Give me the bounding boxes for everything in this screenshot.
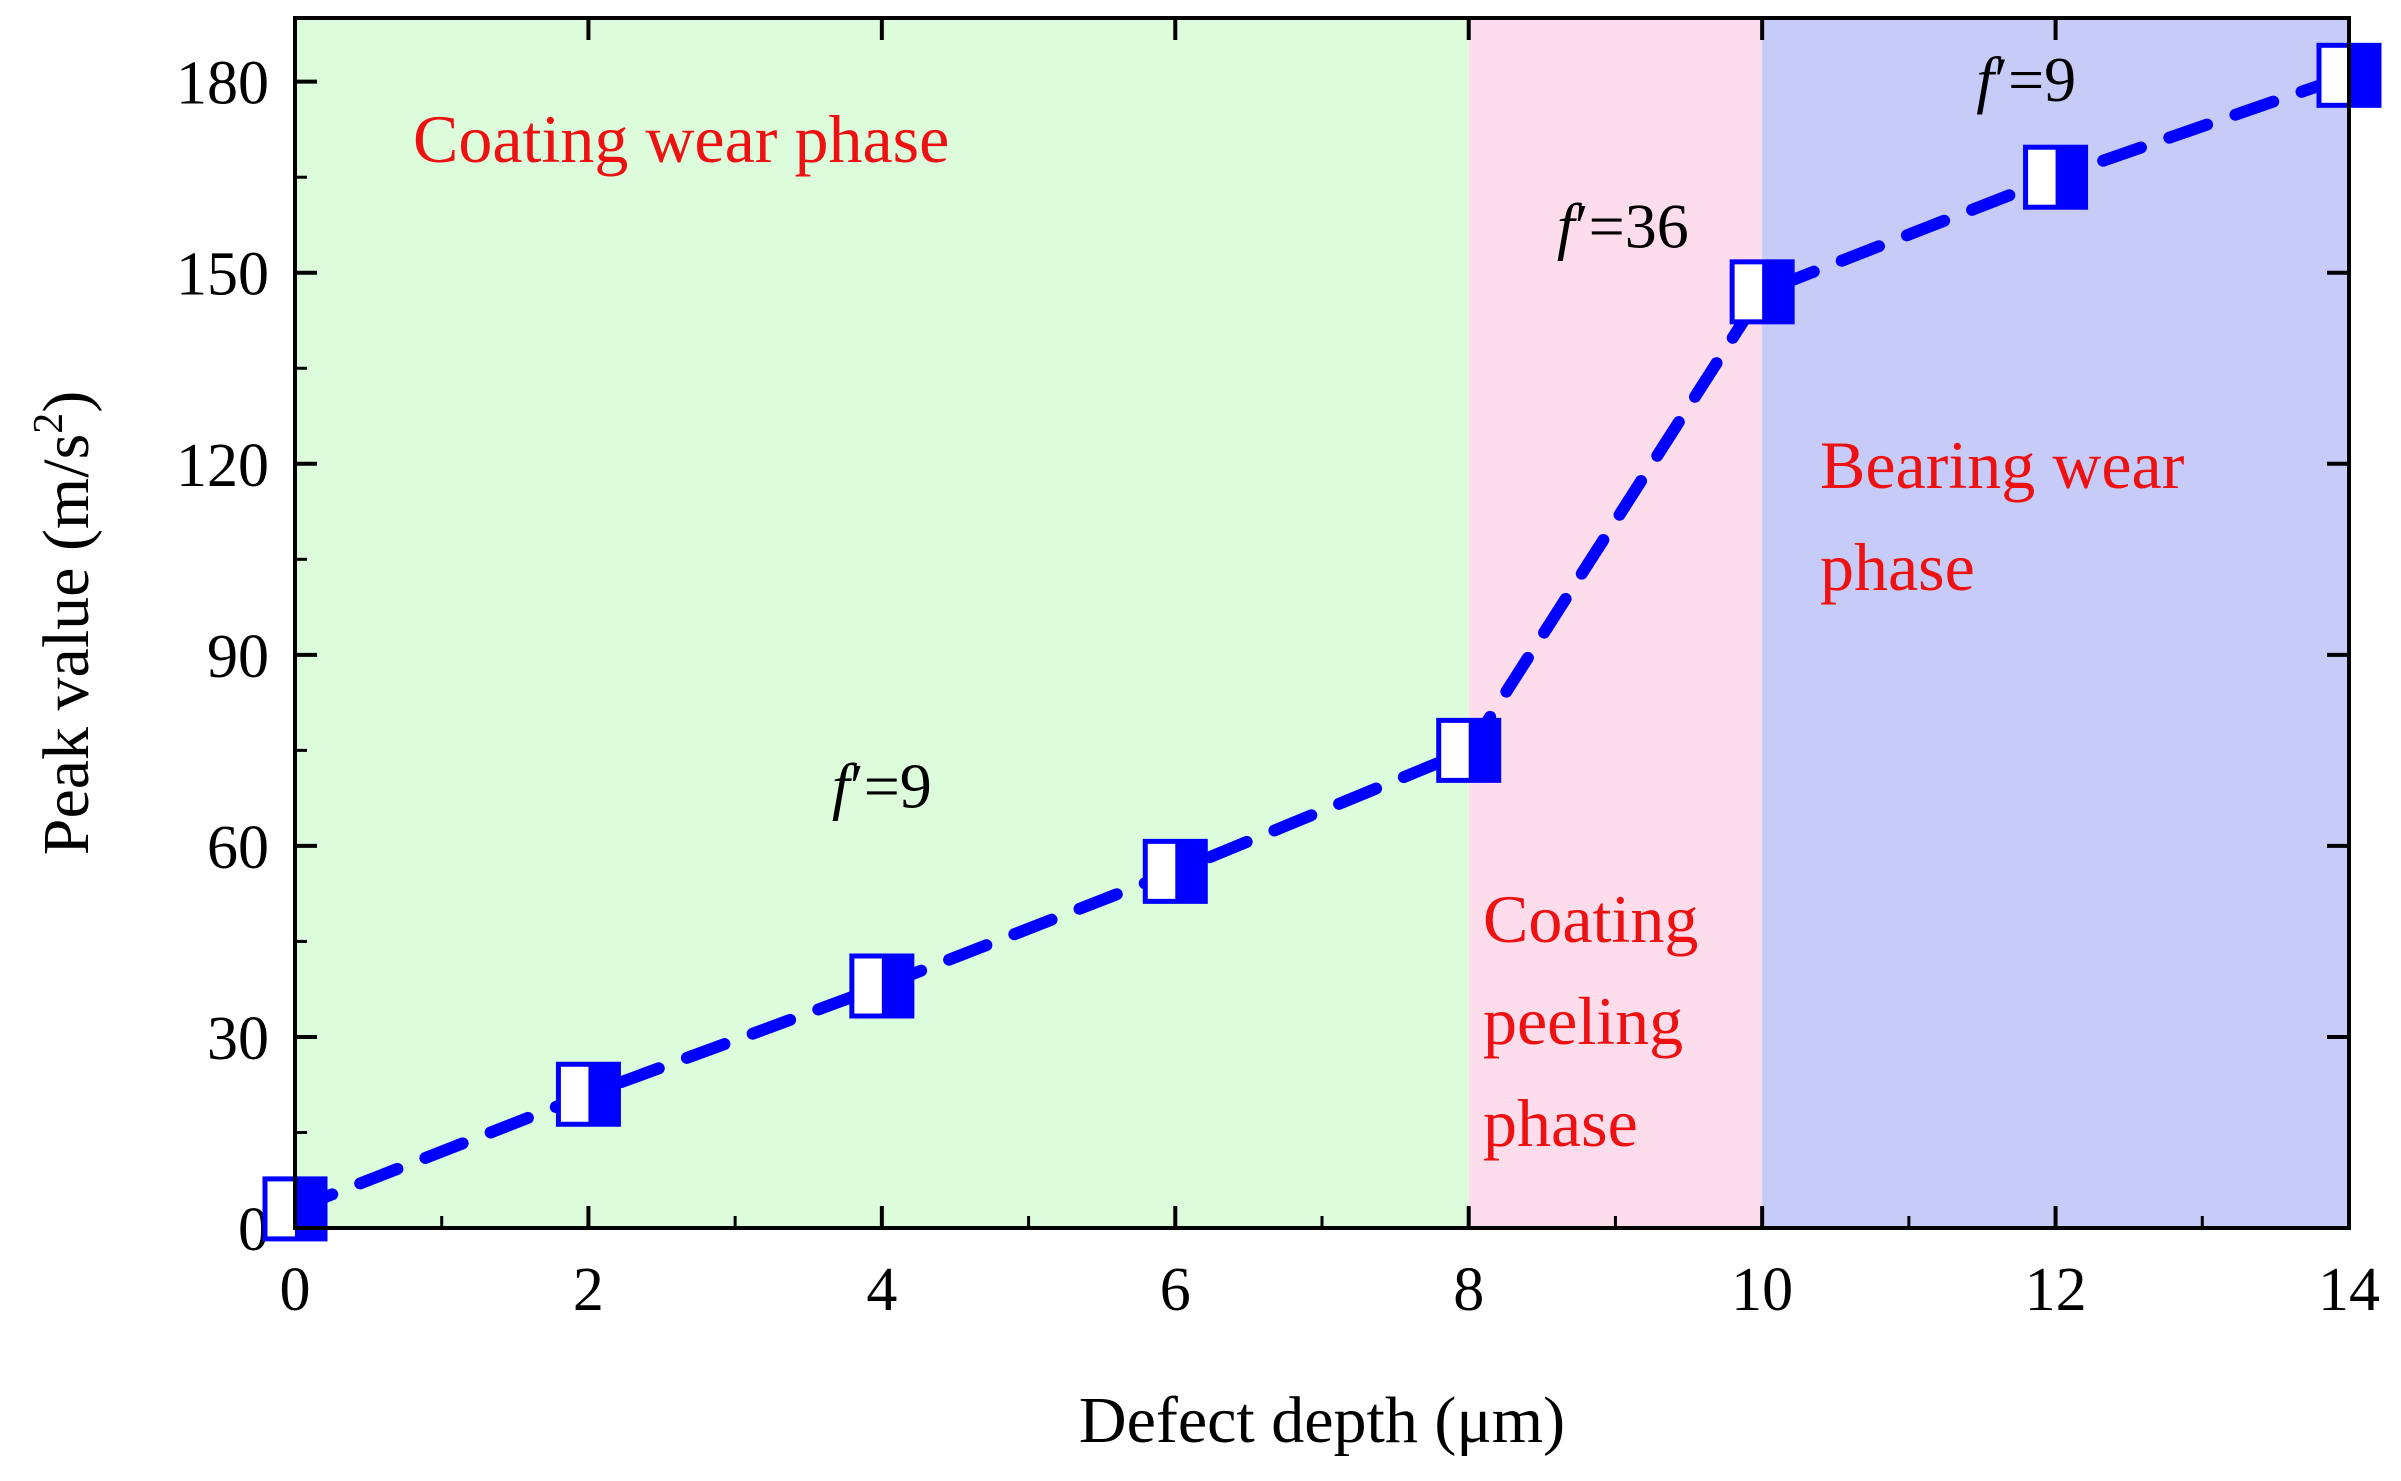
marker-fill — [1468, 720, 1499, 781]
data-point-marker — [1729, 259, 1795, 325]
phase-region-2 — [1762, 18, 2349, 1228]
marker-fill — [1175, 841, 1206, 902]
plot-frame — [293, 16, 2351, 1230]
y-tick-label: 180 — [176, 50, 269, 118]
phase-region-0 — [295, 18, 1469, 1228]
marker-fill — [588, 1064, 619, 1125]
x-tick-label: 0 — [280, 1256, 311, 1324]
phase-labels: Coating wear phase Coating peeling phase Bea… — [413, 101, 2185, 1161]
data-point-marker — [2023, 144, 2089, 210]
x-axis-title: Defect depth (μm) — [1079, 1384, 1565, 1457]
y-tick-label: 90 — [207, 623, 269, 691]
slope-annotations: f′=9 f′=36 f′=9 — [832, 44, 2076, 822]
data-point-marker — [1142, 838, 1208, 904]
data-point-marker — [555, 1061, 621, 1127]
phase-label-line: Bearing wear — [1820, 427, 2185, 503]
x-tick-label: 10 — [1731, 1256, 1793, 1324]
phase-region-1 — [1468, 18, 1763, 1228]
slope-annotation: f′=9 — [832, 751, 932, 822]
data-point-marker — [1436, 717, 1502, 783]
marker-fill — [1762, 261, 1793, 322]
phase-label-line: phase — [1820, 529, 1975, 605]
x-tick-label: 8 — [1453, 1256, 1484, 1324]
y-tick-label: 150 — [176, 241, 269, 309]
slope-annotation: f′=9 — [1976, 44, 2076, 115]
phase-label-line: Coating — [1483, 881, 1698, 957]
y-tick-label: 60 — [207, 814, 269, 882]
marker-fill — [2349, 45, 2379, 106]
series-markers — [262, 42, 2382, 1242]
y-tick-label: 30 — [207, 1005, 269, 1073]
x-tick-label: 4 — [866, 1256, 897, 1324]
phase-regions — [295, 18, 2349, 1228]
series-line-0 — [289, 69, 2355, 1215]
y-axis-title-close: ) — [30, 391, 103, 413]
y-axis-title-main: Peak value (m/s — [30, 434, 103, 856]
phase-label-line: Coating wear phase — [413, 101, 949, 177]
phase-label-line: phase — [1483, 1085, 1638, 1161]
x-tick-label: 12 — [2025, 1256, 2087, 1324]
phase-label-line: peeling — [1483, 983, 1683, 1059]
y-axis-title-superscript: 2 — [26, 413, 72, 434]
x-tick-label: 2 — [573, 1256, 604, 1324]
x-tick-label: 6 — [1160, 1256, 1191, 1324]
slope-annotation: f′=36 — [1557, 190, 1689, 261]
data-point-marker — [849, 953, 915, 1019]
x-tick-label: 14 — [2318, 1256, 2380, 1324]
y-tick-label: 120 — [176, 432, 269, 500]
marker-fill — [881, 956, 912, 1016]
series-line-layer — [289, 69, 2355, 1215]
y-axis-title: Peak value (m/s2) — [26, 391, 103, 856]
marker-fill — [2055, 147, 2086, 208]
